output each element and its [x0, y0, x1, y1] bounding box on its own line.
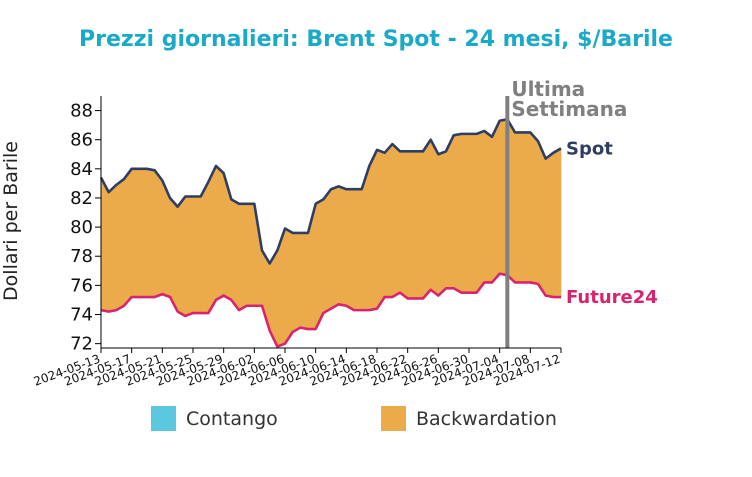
- backwardation-area: [514, 132, 523, 283]
- backwardation-area: [231, 198, 240, 312]
- y-tick-label: 84: [70, 159, 93, 180]
- backwardation-area: [330, 185, 339, 310]
- legend-swatch-contango: [151, 406, 176, 431]
- backwardation-area: [146, 168, 155, 298]
- y-tick-label: 88: [70, 101, 93, 122]
- backwardation-area: [537, 141, 546, 297]
- series-line-spot: [99, 118, 562, 265]
- backwardation-area: [169, 197, 178, 312]
- legend-swatch-backwardation: [381, 406, 406, 431]
- y-tick-label: 78: [70, 246, 93, 267]
- backwardation-area: [399, 151, 408, 300]
- backwardation-area: [453, 133, 462, 294]
- y-tick-label: 72: [70, 334, 93, 355]
- backwardation-area: [346, 188, 355, 311]
- backwardation-area: [154, 169, 163, 298]
- backwardation-area: [246, 203, 255, 307]
- backwardation-area: [376, 149, 385, 310]
- y-tick-label: 74: [70, 304, 93, 325]
- last-week-label: Ultima: [511, 77, 585, 101]
- backwardation-area: [254, 203, 263, 307]
- backwardation-area: [200, 181, 209, 314]
- backwardation-area: [292, 232, 301, 333]
- backwardation-area: [415, 151, 424, 299]
- backwardation-area: [530, 131, 539, 285]
- y-tick-label: 76: [70, 275, 93, 296]
- backwardation-area: [338, 185, 347, 307]
- area-fills: [100, 118, 562, 347]
- backwardation-area: [392, 143, 401, 298]
- backwardation-area: [108, 184, 117, 312]
- backwardation-area: [238, 203, 247, 311]
- legend-label-backwardation: Backwardation: [416, 408, 557, 430]
- backwardation-area: [545, 152, 554, 298]
- backwardation-area: [476, 130, 485, 294]
- backwardation-area: [192, 196, 201, 314]
- backwardation-area: [100, 177, 109, 312]
- last-week-label: Settimana: [511, 97, 627, 121]
- backwardation-area: [369, 149, 378, 311]
- backwardation-area: [116, 178, 125, 311]
- backwardation-area: [422, 138, 431, 300]
- backwardation-area: [461, 133, 470, 293]
- backwardation-area: [131, 168, 140, 298]
- y-tick-label: 80: [70, 217, 93, 238]
- backwardation-area: [384, 143, 393, 298]
- backwardation-area: [185, 196, 194, 317]
- backwardation-area: [300, 232, 309, 330]
- backwardation-area: [284, 228, 293, 345]
- backwardation-area: [522, 132, 531, 283]
- backwardation-area: [430, 139, 439, 297]
- backwardation-area: [407, 151, 416, 299]
- backwardation-area: [553, 147, 562, 298]
- series-labels: Spot Future24: [566, 138, 658, 308]
- y-axis-label: Dollari per Barile: [0, 141, 22, 301]
- y-tick-label: 82: [70, 188, 93, 209]
- backwardation-area: [315, 198, 324, 330]
- backwardation-area: [177, 195, 186, 317]
- legend-label-contango: Contango: [186, 408, 278, 430]
- backwardation-area: [215, 165, 224, 301]
- backwardation-area: [123, 167, 132, 307]
- series-lines: [99, 118, 562, 348]
- backwardation-area: [139, 168, 148, 298]
- legend: Contango Backwardation: [151, 406, 557, 431]
- backwardation-area: [468, 133, 477, 293]
- series-line-future24: [100, 272, 561, 348]
- backwardation-area: [208, 165, 217, 315]
- backwardation-area: [353, 188, 362, 311]
- series-label-spot: Spot: [566, 138, 613, 159]
- series-label-future24: Future24: [566, 287, 658, 308]
- y-tick-label: 86: [70, 130, 93, 151]
- chart-title: Prezzi giornalieri: Brent Spot - 24 mesi…: [79, 27, 673, 52]
- backwardation-area: [323, 188, 332, 314]
- backwardation-area: [438, 150, 447, 297]
- backwardation-area: [484, 130, 493, 283]
- backwardation-area: [491, 120, 500, 284]
- backwardation-area: [445, 135, 454, 289]
